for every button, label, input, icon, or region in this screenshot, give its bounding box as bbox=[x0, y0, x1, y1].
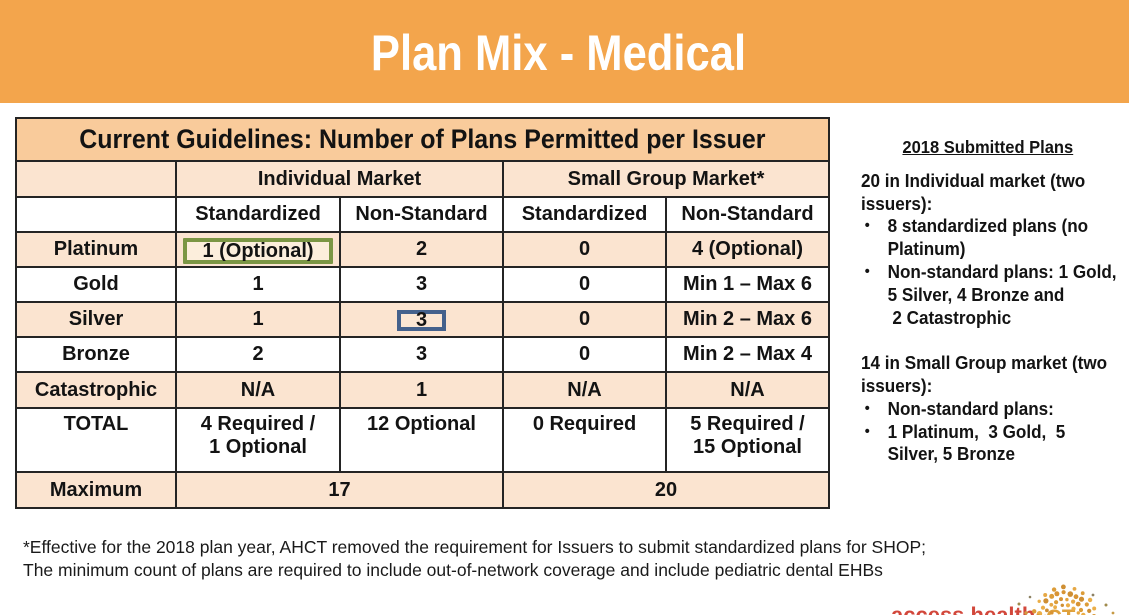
svg-text:CT: CT bbox=[1046, 605, 1076, 615]
svg-text:access health: access health bbox=[891, 602, 1035, 615]
